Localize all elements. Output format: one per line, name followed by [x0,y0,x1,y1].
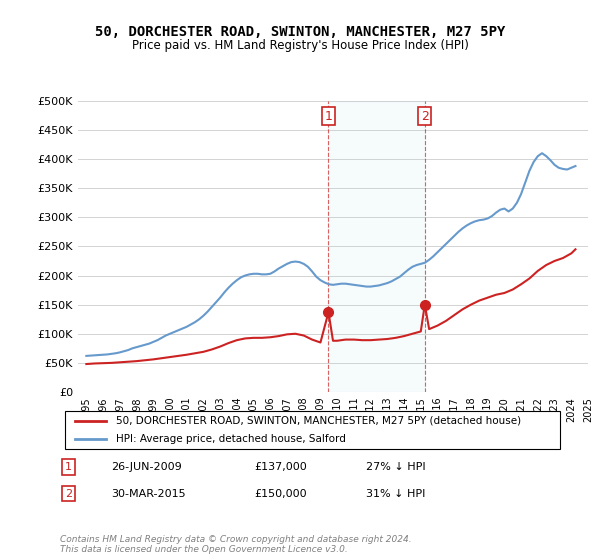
Text: Contains HM Land Registry data © Crown copyright and database right 2024.
This d: Contains HM Land Registry data © Crown c… [60,535,412,554]
FancyBboxPatch shape [65,411,560,449]
Text: 50, DORCHESTER ROAD, SWINTON, MANCHESTER, M27 5PY (detached house): 50, DORCHESTER ROAD, SWINTON, MANCHESTER… [116,416,521,426]
Text: 26-JUN-2009: 26-JUN-2009 [111,462,182,472]
Text: 1: 1 [65,462,72,472]
Text: 30-MAR-2015: 30-MAR-2015 [111,489,185,498]
Text: £150,000: £150,000 [254,489,307,498]
Text: 2: 2 [421,110,429,123]
Text: HPI: Average price, detached house, Salford: HPI: Average price, detached house, Salf… [116,434,346,444]
Bar [328,101,425,392]
Text: 31% ↓ HPI: 31% ↓ HPI [366,489,425,498]
Text: 50, DORCHESTER ROAD, SWINTON, MANCHESTER, M27 5PY: 50, DORCHESTER ROAD, SWINTON, MANCHESTER… [95,25,505,39]
Text: 2: 2 [65,489,72,498]
Text: £137,000: £137,000 [254,462,307,472]
Text: 27% ↓ HPI: 27% ↓ HPI [366,462,425,472]
Text: 1: 1 [325,110,332,123]
Text: Price paid vs. HM Land Registry's House Price Index (HPI): Price paid vs. HM Land Registry's House … [131,39,469,52]
